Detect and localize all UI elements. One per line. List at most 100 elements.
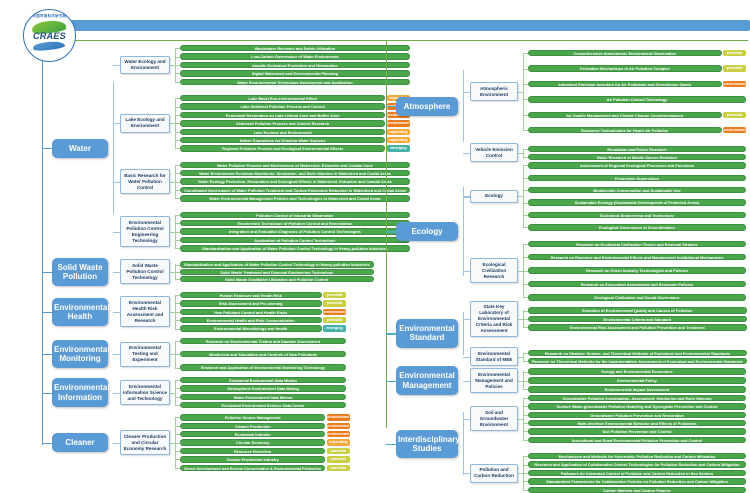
research-item-bar: Research on Environmental Testing and Da… xyxy=(180,337,346,345)
category-box-environmental-management: Environmental Management xyxy=(396,366,458,395)
research-item-bar: Formation Mechanisms of Air Pollution Co… xyxy=(528,65,722,72)
research-item-bar: Research on Resource and Environmental E… xyxy=(528,254,746,261)
subcategory-box-ecology: Ecology xyxy=(470,189,518,203)
group-atmospheric-environment: Atmospheric Environment Comprehensive Atm… xyxy=(463,50,746,134)
research-item-bar: Sustainable Ecology (Sustainable Develop… xyxy=(528,199,746,206)
group-soil-and-groundwater-environment: Soil and Groundwater Environment Groundwa… xyxy=(463,394,746,444)
group-basic-research-for-water-pollution-control: Basic Research for Water Pollution Contr… xyxy=(113,161,410,202)
research-item-bar: Ecological Governance of Desertification xyxy=(528,224,746,231)
research-item-row: Application of Pollution Control Technol… xyxy=(175,236,410,244)
research-items: Research on Ecological Civilization Theo… xyxy=(518,240,746,301)
research-item-bar: Coordinated Governance of Water Pollutio… xyxy=(180,186,410,194)
research-item-bar: Basic Research of Mobile Source Emission xyxy=(528,153,746,160)
subcategory-box-solid-waste-pollution-control-technology: Solid Waste Pollution Control Technology xyxy=(120,259,170,285)
research-items: Standardization and Application of Water… xyxy=(170,261,374,283)
research-item-bar: Response Technologies for Heavy Air Poll… xyxy=(528,126,722,134)
research-item-row: Lake Sediment Pollution Process and Cont… xyxy=(175,103,410,110)
research-item-row: Research on Environmental Testing and Da… xyxy=(175,337,346,345)
status-tag-predominant: predominant xyxy=(723,126,746,134)
research-item-row: Ecological Environment Science Data Cent… xyxy=(175,401,346,409)
research-item-row: Coordinated Governance of Water Pollutio… xyxy=(175,186,410,194)
status-tag-potential: potential xyxy=(326,456,350,463)
research-item-bar: Standardization and Application of Water… xyxy=(180,245,410,252)
research-item-row: Lake Basin Eco-environmental Effectexpan… xyxy=(175,94,410,102)
group-ecological-civilization-research: Ecological Civilization Research Research… xyxy=(463,240,746,301)
research-item-bar: Research on Ecological Civilization Theo… xyxy=(528,240,746,248)
research-item-bar: Cleaner Production xyxy=(180,422,326,430)
research-item-row: Ecological Restoration on Lake Littoral … xyxy=(175,111,410,119)
research-item-row: Sustainable Ecology (Sustainable Develop… xyxy=(523,199,746,206)
research-item-row: Solid Waste Treatment and Disposal Engin… xyxy=(175,268,374,275)
research-item-bar: Standardized Frameworks for Collaborativ… xyxy=(528,478,746,485)
groups: Ecology Assessment of Regional Ecological… xyxy=(463,162,746,301)
research-item-row: Agricultural and Rural Environmental Pol… xyxy=(523,436,746,444)
research-item-bar: Groundwater Pollution Prevention and Res… xyxy=(528,411,746,418)
section-atmosphere: Atmosphere Atmospheric Environment Compreh… xyxy=(386,50,746,163)
status-tag-expanding: expanding xyxy=(386,136,410,144)
subcategory-box-basic-research-for-water-pollution-control: Basic Research for Water Pollution Contr… xyxy=(120,169,170,195)
status-tag-predominant: predominant xyxy=(723,80,746,88)
research-item-row: Risk Assessment and Pre-warning potential xyxy=(175,300,346,307)
research-item-bar: Atmospheric Environment Data Mining xyxy=(180,385,346,392)
research-item-row: Sediment Pollution Process and Control R… xyxy=(175,120,410,127)
category-box-environmental-information: Environmental Information xyxy=(52,378,110,407)
research-item-row: Response Technologies for Heavy Air Poll… xyxy=(523,126,746,134)
subcategory-box-environmental-testing-and-experiment: Environmental Testing and Experiment xyxy=(120,341,170,367)
groups: Environmental Testing and Experiment Rese… xyxy=(113,337,346,371)
research-item-bar: Ecosystem Supervision xyxy=(528,174,746,182)
research-item-bar: Water Environment Evolution Monitoring, … xyxy=(180,170,410,177)
subcategory-box-state-key-laboratory-of-environmental-criteria-and-risk-assessment: State Key Laboratory of Environmental Cr… xyxy=(470,300,518,338)
category-box-environmental-monitoring: Environmental Monitoring xyxy=(52,340,110,369)
research-item-row: Surface Water-groundwater Pollution Mode… xyxy=(523,403,746,410)
category-box-ecology: Ecology xyxy=(396,221,458,242)
logo-acronym: CRAES xyxy=(32,31,66,41)
research-item-bar: Research on Strategy, System, and Theore… xyxy=(528,349,747,356)
subcategory-box-lake-ecology-and-environment: Lake Ecology and Environment xyxy=(120,113,170,133)
logo-water-swoosh-icon xyxy=(32,40,66,52)
group-environmental-information-science-and-technology: Environmental Information Science and Te… xyxy=(113,376,346,409)
research-item-row: New Pollutant Control and Health Risks pr… xyxy=(175,308,346,315)
status-tag-potential: potential xyxy=(326,447,350,455)
status-tag-potential: potential xyxy=(323,291,346,299)
research-item-bar: Human Exposure and Health Risk xyxy=(180,291,322,299)
research-item-row: Ecological Civilization and Social Gover… xyxy=(523,294,746,301)
research-item-row: Standardized Frameworks for Collaborativ… xyxy=(523,478,746,485)
research-item-row: Evolution of Environmental Quality and C… xyxy=(523,307,747,314)
research-item-row: Low-Carbon Governance of Water Environme… xyxy=(175,53,410,60)
craes-logo: 中国环境科学研究院 CRAES xyxy=(23,9,76,62)
status-tag-predominant: predominant xyxy=(323,308,346,315)
research-item-row: Research on Resource and Environmental E… xyxy=(523,254,746,261)
research-item-row: Mechanisms and Methods for Synergistic P… xyxy=(523,453,746,460)
research-item-bar: Ecological Engineering and Technology xyxy=(528,211,746,219)
research-item-row: Air Quality Management and Climate Chang… xyxy=(523,111,746,118)
research-item-bar: Integration and Evaluation Diagnosis of … xyxy=(180,228,410,235)
section-interdisciplinary-studies: Interdisciplinary Studies Soil and Ground… xyxy=(386,394,746,493)
research-item-bar: Research on Ecosystem Assessment and Eco… xyxy=(528,280,746,288)
research-item-row: Environmental Health and Risk Communicat… xyxy=(175,316,346,324)
research-item-bar: Research and Application of Environmenta… xyxy=(180,364,346,371)
research-item-row: Environmental Policy xyxy=(523,377,746,384)
research-item-bar: Ecological Industry xyxy=(180,431,326,438)
research-item-bar: Circular Economy xyxy=(180,439,326,446)
research-item-bar: Sediment Pollution Process and Control R… xyxy=(180,120,386,127)
groups: Water Ecology and Environment Wastewater … xyxy=(113,45,410,252)
research-item-bar: Evolution of Environmental Quality and C… xyxy=(528,307,747,314)
research-item-bar: Standardization and Application of Water… xyxy=(180,261,374,268)
research-item-row: Research on Ecological Civilization Theo… xyxy=(523,240,746,248)
research-item-row: Ecological Engineering and Technology xyxy=(523,211,746,219)
status-tag-potential: potential xyxy=(326,464,350,471)
category-box-solid-waste-pollution: Solid Waste Pollution xyxy=(52,257,108,286)
subcategory-box-cleaner-production-and-circular-economy-research: Cleaner Production and Circular Economy … xyxy=(120,430,170,456)
status-tag-predominant: predominant xyxy=(326,422,350,430)
research-item-row: Carbon Markets and Carbon Finance xyxy=(523,486,746,493)
groups: Environmental Management and Policies Ene… xyxy=(463,368,746,393)
research-items: Pollution Source Management predominant Cl… xyxy=(170,414,350,471)
status-tag-potential: potential xyxy=(323,316,346,324)
research-item-row: Water Environment Evolution Monitoring, … xyxy=(175,170,410,177)
research-items: Assessment of Regional Ecological Proces… xyxy=(518,162,746,231)
category-box-atmosphere: Atmosphere xyxy=(396,96,458,116)
research-item-row: Basic Research of Mobile Source Emission xyxy=(523,153,746,160)
subcategory-box-water-ecology-and-environment: Water Ecology and Environment xyxy=(120,55,170,75)
research-item-row: Air Pollution Control Technology xyxy=(523,96,746,103)
research-items: Comprehensive Atmospheric Environment Ob… xyxy=(518,50,746,134)
